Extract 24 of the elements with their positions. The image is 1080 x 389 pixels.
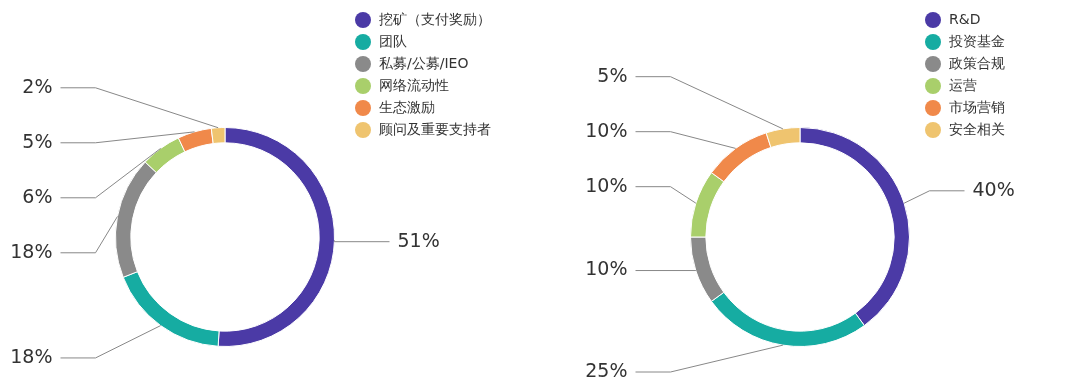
data-label: 10% [585, 257, 628, 280]
data-label: 2% [22, 74, 53, 97]
legend-label: 网络流动性 [379, 76, 449, 93]
data-label: 5% [22, 129, 53, 152]
legend-label: 团队 [379, 32, 407, 49]
data-label: 10% [585, 118, 628, 141]
data-label: 40% [972, 177, 1015, 200]
data-label: 18% [10, 239, 53, 262]
legend-label: R&D [949, 10, 981, 27]
legend-label: 私募/公募/IEO [379, 54, 469, 71]
legend-label: 生态激励 [379, 98, 435, 115]
legend-label: 投资基金 [948, 32, 1005, 49]
legend-label: 市场营销 [949, 98, 1005, 115]
data-label: 6% [22, 184, 53, 207]
legend-label: 政策合规 [949, 54, 1005, 71]
legend-label: 运营 [949, 76, 977, 93]
data-label: 18% [10, 344, 53, 367]
legend-label: 安全相关 [949, 120, 1005, 137]
data-label: 25% [585, 358, 628, 381]
data-label: 10% [585, 173, 628, 196]
data-label: 51% [397, 228, 440, 251]
data-label: 5% [597, 63, 628, 86]
legend-label: 顾问及重要支持者 [379, 120, 491, 137]
legend-label: 挖矿（支付奖励） [379, 10, 491, 27]
